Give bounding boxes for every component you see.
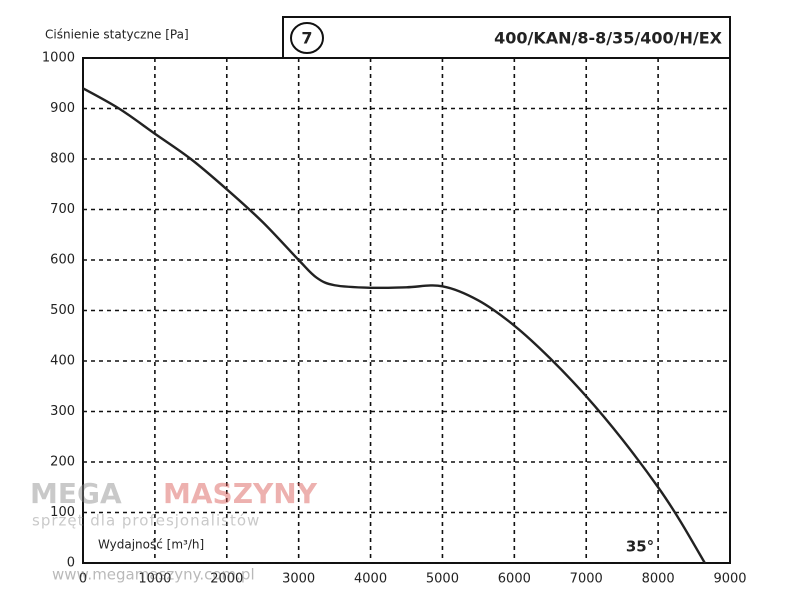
watermark-tagline: sprzęt dla profesjonalistów xyxy=(32,512,260,530)
x-axis-label: Wydajność [m³/h] xyxy=(98,538,204,552)
badge: 7 xyxy=(301,29,312,48)
x-tick-label: 8000 xyxy=(642,572,675,587)
watermark-url: www.megamaszyny.com.pl xyxy=(52,566,255,584)
y-tick-label: 600 xyxy=(50,253,75,268)
x-tick-label: 2000 xyxy=(210,572,243,587)
y-tick-label: 800 xyxy=(50,152,75,167)
y-tick-label: 900 xyxy=(50,101,75,116)
header-box xyxy=(282,16,731,59)
y-tick-label: 100 xyxy=(50,505,75,520)
y-axis-label: Ciśnienie statyczne [Pa] xyxy=(45,28,189,42)
x-tick-label: 4000 xyxy=(354,572,387,587)
x-tick-label: 9000 xyxy=(713,572,746,587)
watermark: MEGA MASZYNY sprzęt dla profesjonalistów… xyxy=(30,477,318,584)
watermark-brand: MASZYNY xyxy=(163,477,318,510)
x-tick-label: 0 xyxy=(79,572,87,587)
y-tick-label: 500 xyxy=(50,303,75,318)
watermark-brand: MEGA xyxy=(30,477,122,510)
curve xyxy=(82,87,706,564)
annotation: 35° xyxy=(626,538,654,556)
x-tick-label: 3000 xyxy=(282,572,315,587)
model-name: 400/KAN/8-8/35/400/H/EX xyxy=(494,29,723,48)
x-tick-label: 1000 xyxy=(138,572,171,587)
x-tick-label: 7000 xyxy=(570,572,603,587)
x-tick-label: 5000 xyxy=(426,572,459,587)
y-tick-label: 300 xyxy=(50,404,75,419)
y-tick-label: 200 xyxy=(50,455,75,470)
x-tick-label: 6000 xyxy=(498,572,531,587)
y-tick-label: 700 xyxy=(50,202,75,217)
y-tick-label: 0 xyxy=(67,556,75,571)
y-tick-label: 1000 xyxy=(42,51,75,66)
badge-circle xyxy=(290,22,324,54)
y-tick-label: 400 xyxy=(50,354,75,369)
